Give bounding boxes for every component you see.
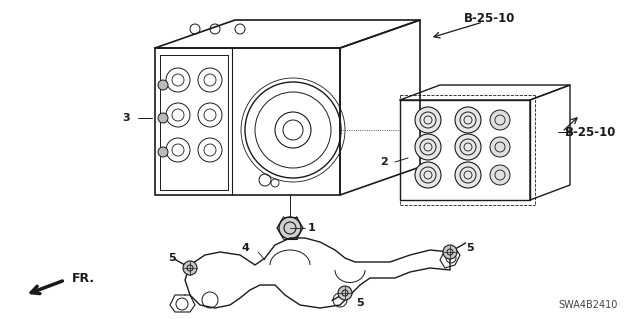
Text: 4: 4 <box>241 243 249 253</box>
Text: 3: 3 <box>122 113 130 123</box>
Text: 2: 2 <box>380 157 388 167</box>
Circle shape <box>279 217 301 239</box>
Circle shape <box>455 134 481 160</box>
Circle shape <box>158 80 168 90</box>
Text: B-25-10: B-25-10 <box>464 11 516 25</box>
Circle shape <box>183 261 197 275</box>
Text: B-25-10: B-25-10 <box>565 125 616 138</box>
Circle shape <box>490 137 510 157</box>
Text: 5: 5 <box>356 298 364 308</box>
Circle shape <box>415 107 441 133</box>
Circle shape <box>443 245 457 259</box>
Circle shape <box>415 162 441 188</box>
Circle shape <box>490 110 510 130</box>
Text: FR.: FR. <box>72 271 95 285</box>
Circle shape <box>415 134 441 160</box>
Circle shape <box>490 165 510 185</box>
Circle shape <box>338 286 352 300</box>
Circle shape <box>455 107 481 133</box>
Text: SWA4B2410: SWA4B2410 <box>558 300 618 310</box>
Circle shape <box>158 147 168 157</box>
Text: 5: 5 <box>168 253 176 263</box>
Circle shape <box>158 113 168 123</box>
Circle shape <box>455 162 481 188</box>
Text: 1: 1 <box>308 223 316 233</box>
Text: 5: 5 <box>466 243 474 253</box>
